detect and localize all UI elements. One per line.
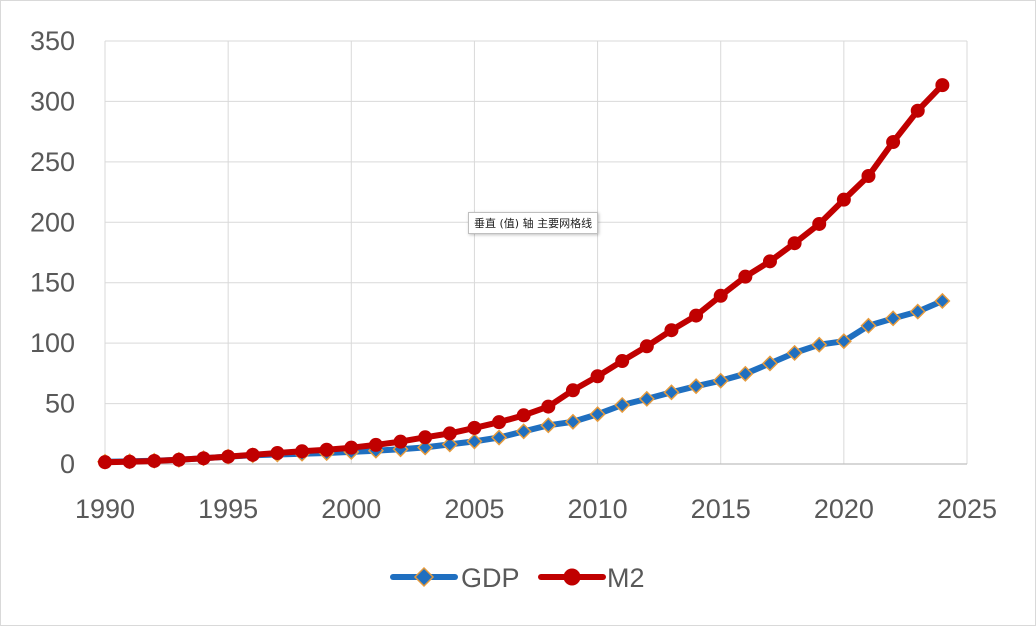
- data-point-m2: [886, 135, 901, 150]
- data-point-gdp: [490, 429, 508, 446]
- data-point-m2: [812, 216, 827, 231]
- y-tick-label: 300: [30, 86, 75, 116]
- data-point-gdp: [441, 436, 458, 453]
- data-point-gdp: [663, 384, 680, 401]
- data-point-gdp: [466, 433, 483, 450]
- data-point-m2: [664, 323, 679, 338]
- data-point-m2: [368, 437, 383, 452]
- legend-marker-gdp: [413, 566, 435, 588]
- data-point-m2: [467, 420, 482, 435]
- x-tick-label: 2025: [937, 494, 997, 524]
- data-point-m2: [442, 426, 457, 441]
- data-point-m2: [492, 415, 507, 430]
- data-point-m2: [689, 308, 704, 323]
- data-point-m2: [836, 192, 851, 207]
- data-point-m2: [639, 339, 654, 354]
- data-point-gdp: [688, 378, 705, 395]
- data-point-m2: [245, 447, 260, 462]
- data-point-m2: [713, 288, 728, 303]
- data-point-m2: [615, 354, 630, 369]
- data-point-m2: [98, 455, 112, 470]
- data-point-m2: [344, 440, 359, 455]
- data-point-gdp: [909, 303, 926, 320]
- data-point-gdp: [761, 355, 779, 372]
- data-point-gdp: [417, 439, 434, 456]
- legend-label-m2: M2: [607, 563, 645, 593]
- y-tick-label: 200: [30, 207, 75, 237]
- data-point-m2: [565, 383, 580, 398]
- data-point-gdp: [638, 390, 655, 407]
- data-point-gdp: [564, 413, 582, 430]
- data-point-gdp: [515, 423, 532, 440]
- legend-label-gdp: GDP: [461, 563, 520, 593]
- x-tick-label: 1990: [75, 494, 135, 524]
- data-point-gdp: [614, 396, 631, 414]
- data-point-m2: [295, 444, 310, 459]
- data-point-gdp: [811, 336, 828, 353]
- data-point-m2: [393, 434, 408, 449]
- data-point-m2: [910, 103, 925, 118]
- gridline-tooltip: 垂直 (值) 轴 主要网格线: [468, 212, 599, 234]
- x-tick-label: 1995: [198, 494, 258, 524]
- y-tick-label: 100: [30, 328, 75, 358]
- y-tick-label: 250: [30, 147, 75, 177]
- data-point-gdp: [712, 372, 729, 389]
- data-point-m2: [541, 399, 556, 414]
- data-point-gdp: [835, 333, 852, 350]
- data-point-gdp: [885, 310, 902, 327]
- y-tick-label: 350: [30, 26, 75, 56]
- series-line-m2: [102, 82, 946, 466]
- data-point-m2: [861, 168, 876, 183]
- data-point-m2: [147, 453, 162, 468]
- data-point-m2: [516, 408, 531, 423]
- data-point-m2: [590, 369, 605, 384]
- data-point-m2: [762, 254, 777, 269]
- x-tick-label: 2000: [321, 494, 381, 524]
- data-point-m2: [270, 446, 285, 461]
- legend-marker-m2: [563, 568, 581, 586]
- data-point-gdp: [540, 417, 557, 434]
- data-point-m2: [122, 454, 137, 469]
- x-tick-label: 2005: [444, 494, 504, 524]
- data-point-gdp: [786, 344, 803, 361]
- x-tick-label: 2010: [568, 494, 628, 524]
- x-tick-label: 2020: [814, 494, 874, 524]
- y-tick-label: 50: [45, 389, 75, 419]
- y-tick-label: 150: [30, 268, 75, 298]
- data-point-m2: [418, 430, 433, 445]
- data-point-gdp: [860, 317, 877, 334]
- data-point-gdp: [589, 406, 606, 423]
- y-tick-label: 0: [60, 449, 75, 479]
- data-point-gdp: [934, 292, 951, 310]
- data-point-m2: [319, 442, 334, 457]
- x-tick-label: 2015: [691, 494, 751, 524]
- data-point-m2: [171, 452, 186, 467]
- data-point-m2: [787, 236, 802, 251]
- data-point-m2: [738, 269, 753, 284]
- data-point-m2: [935, 78, 950, 93]
- data-point-m2: [196, 451, 211, 466]
- data-point-gdp: [737, 365, 754, 382]
- data-point-m2: [221, 449, 236, 464]
